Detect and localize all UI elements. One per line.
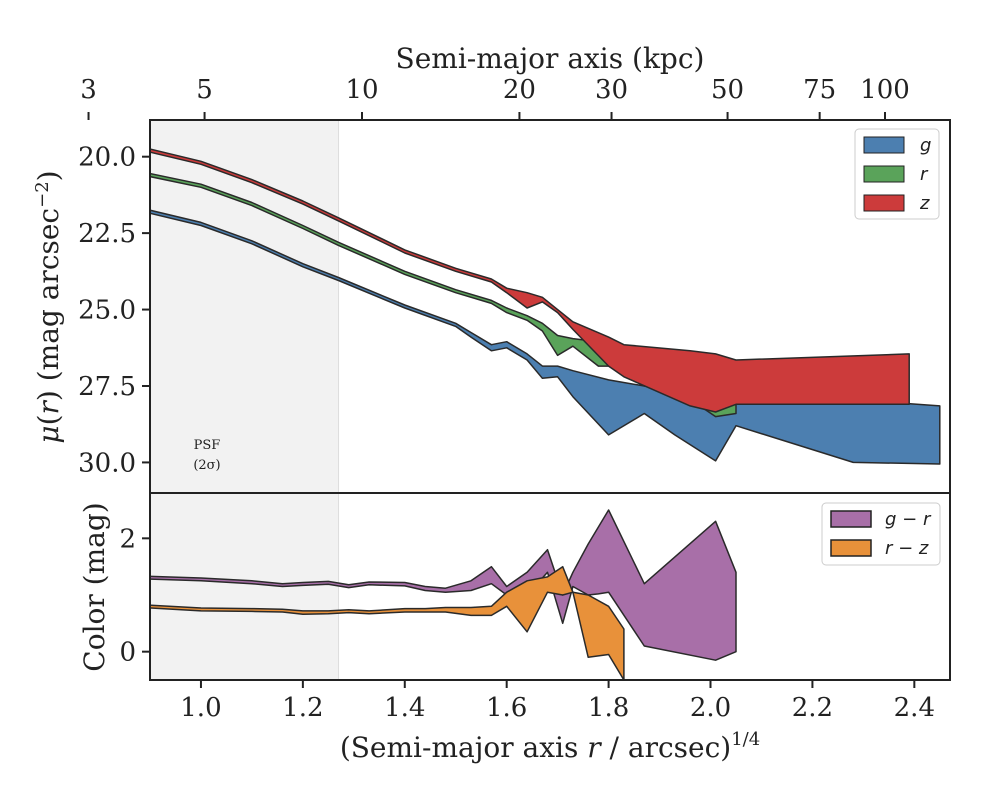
x-tick-label: 2.4: [894, 693, 935, 723]
legend-label-z: z: [919, 193, 930, 214]
series-r-band: [151, 172, 737, 418]
sb-y-tick-label: 22.5: [78, 219, 136, 249]
psf-label: PSF: [194, 438, 221, 453]
x-tick-label: 1.0: [180, 693, 221, 723]
legend-label-g: g: [920, 135, 931, 156]
sb-y-axis-title: μ(r) (mag arcsec−2): [32, 170, 65, 443]
psf-region-top: [150, 120, 339, 493]
legend-label-g-r: g − r: [885, 509, 932, 530]
sb-y-tick-label: 25.0: [78, 296, 136, 326]
color-y-axis-title: Color (mag): [78, 502, 111, 671]
legend-swatch-r-z: [830, 539, 872, 557]
top-tick-label: 20: [503, 75, 536, 105]
legend-swatch-r: [863, 165, 905, 183]
sb-legend: g r z: [854, 128, 940, 220]
color-legend: g − r r − z: [821, 502, 941, 566]
color-y-axis-ticks: 02: [119, 524, 150, 668]
series-z-band: [151, 148, 910, 413]
psf-sigma-label: (2σ): [193, 458, 220, 473]
x-tick-label: 1.4: [384, 693, 425, 723]
legend-swatch-z: [863, 194, 905, 212]
psf-region-bottom: [150, 493, 339, 680]
x-axis-title: (Semi-major axis r / arcsec)1/4: [340, 729, 760, 764]
top-tick-label: 100: [860, 75, 910, 105]
sb-y-tick-label: 30.0: [78, 448, 136, 478]
sb-series-group: [151, 148, 941, 465]
top-tick-label: 75: [803, 75, 836, 105]
legend-swatch-g-r: [830, 510, 872, 528]
x-tick-label: 1.2: [282, 693, 323, 723]
sb-y-tick-label: 20.0: [78, 143, 136, 173]
series-r-z-band: [151, 565, 625, 679]
color-y-tick-label: 0: [119, 638, 136, 668]
x-tick-label: 2.2: [792, 693, 833, 723]
series-g-r-band: [151, 509, 737, 661]
top-tick-label: 50: [711, 75, 744, 105]
top-axis-ticks: 3 5 10 20 30 50 75 100: [80, 75, 910, 120]
top-tick-label: 10: [345, 75, 378, 105]
top-axis-title: Semi-major axis (kpc): [396, 42, 705, 75]
top-tick-label: 30: [595, 75, 628, 105]
sb-y-tick-label: 27.5: [78, 372, 136, 402]
color-y-tick-label: 2: [119, 524, 136, 554]
color-series-group: [151, 509, 737, 679]
x-tick-label: 1.6: [486, 693, 527, 723]
bottom-panel-frame: [149, 492, 951, 681]
sb-y-axis-ticks: 20.0 22.5 25.0 27.5 30.0: [78, 143, 150, 478]
x-axis-ticks: 1.0 1.2 1.4 1.6 1.8 2.0 2.2 2.4: [180, 680, 935, 723]
legend-swatch-g: [863, 136, 905, 154]
top-tick-label: 3: [80, 75, 97, 105]
x-tick-label: 1.8: [588, 693, 629, 723]
legend-label-r: r: [920, 164, 929, 185]
x-tick-label: 2.0: [690, 693, 731, 723]
legend-label-r-z: r − z: [885, 538, 929, 559]
top-tick-label: 5: [196, 75, 213, 105]
